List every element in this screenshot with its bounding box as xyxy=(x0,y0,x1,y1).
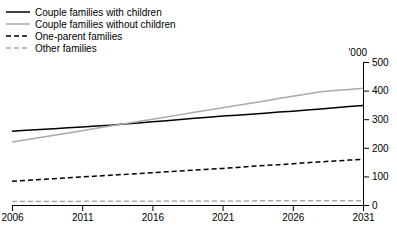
legend-item: One-parent families xyxy=(6,31,122,42)
legend-swatch xyxy=(6,47,30,49)
x-tick-mark xyxy=(82,205,83,211)
y-tick: 500 xyxy=(363,57,389,68)
x-tick-mark xyxy=(152,205,153,211)
legend: Couple families with childrenCouple fami… xyxy=(6,7,176,54)
x-tick-label: 2026 xyxy=(282,212,305,223)
legend-label: One-parent families xyxy=(35,31,122,42)
chart: 2006 2011 2016 2021 2026 20310 100 200 300 400 500… xyxy=(0,0,397,227)
y-tick: 0 xyxy=(363,200,378,211)
y-tick-label: 400 xyxy=(372,85,389,96)
legend-item: Couple families with children xyxy=(6,7,162,18)
legend-label: Other families xyxy=(35,43,97,54)
x-tick-mark xyxy=(223,205,224,211)
x-tick-mark xyxy=(293,205,294,211)
x-tick: 2006 xyxy=(1,205,24,223)
y-tick: 400 xyxy=(363,85,389,96)
x-tick-label: 2016 xyxy=(142,212,165,223)
y-tick-label: 200 xyxy=(372,143,389,154)
y-tick-label: 500 xyxy=(372,57,389,68)
series-line xyxy=(12,159,363,181)
series-line xyxy=(12,200,363,202)
x-tick-label: 2011 xyxy=(72,212,94,223)
x-axis: 2006 2011 2016 2021 2026 2031 xyxy=(1,205,375,223)
x-tick: 2011 xyxy=(72,205,94,223)
plot: 2006 2011 2016 2021 2026 20310 100 200 300 400 500… xyxy=(1,47,389,223)
series-line xyxy=(12,105,363,131)
y-tick-mark xyxy=(363,62,369,63)
y-axis-line xyxy=(364,63,370,206)
x-tick-label: 2006 xyxy=(1,212,24,223)
x-tick: 2021 xyxy=(212,205,235,223)
x-tick: 2026 xyxy=(282,205,305,223)
legend-label: Couple families with children xyxy=(35,7,162,18)
y-tick-mark xyxy=(363,205,369,206)
y-tick: 100 xyxy=(363,171,389,182)
y-tick-mark xyxy=(363,119,369,120)
x-tick-label: 2021 xyxy=(212,212,235,223)
x-tick: 2016 xyxy=(142,205,165,223)
legend-item: Couple families without children xyxy=(6,19,176,30)
legend-swatch xyxy=(6,11,30,13)
y-tick-label: 300 xyxy=(372,114,389,125)
x-axis-line xyxy=(13,206,364,212)
x-tick-label: 2031 xyxy=(352,212,375,223)
y-tick: 300 xyxy=(363,114,389,125)
y-tick-label: 100 xyxy=(372,171,389,182)
legend-swatch xyxy=(6,23,30,25)
y-tick: 200 xyxy=(363,143,389,154)
y-tick-label: 0 xyxy=(372,200,378,211)
y-tick-mark xyxy=(363,91,369,92)
legend-swatch xyxy=(6,35,30,37)
y-axis: 0 100 200 300 400 500 xyxy=(363,57,389,211)
y-unit-label: '000 xyxy=(348,47,367,58)
y-tick-mark xyxy=(363,148,369,149)
legend-item: Other families xyxy=(6,43,97,54)
series-line xyxy=(12,88,363,142)
x-tick-mark xyxy=(12,205,13,211)
lines xyxy=(12,88,363,201)
legend-label: Couple families without children xyxy=(35,19,176,30)
y-tick-mark xyxy=(363,176,369,177)
